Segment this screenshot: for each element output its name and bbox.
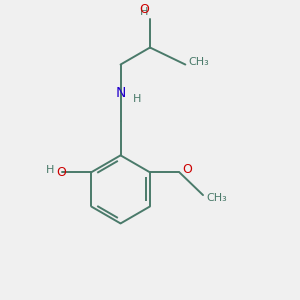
- Text: H: H: [46, 164, 54, 175]
- Text: CH₃: CH₃: [188, 57, 209, 67]
- Text: O: O: [57, 166, 67, 179]
- Text: N: N: [116, 86, 126, 100]
- Text: O: O: [182, 163, 192, 176]
- Text: CH₃: CH₃: [206, 193, 227, 203]
- Text: H: H: [133, 94, 141, 103]
- Text: O: O: [139, 3, 149, 16]
- Text: H: H: [140, 7, 148, 17]
